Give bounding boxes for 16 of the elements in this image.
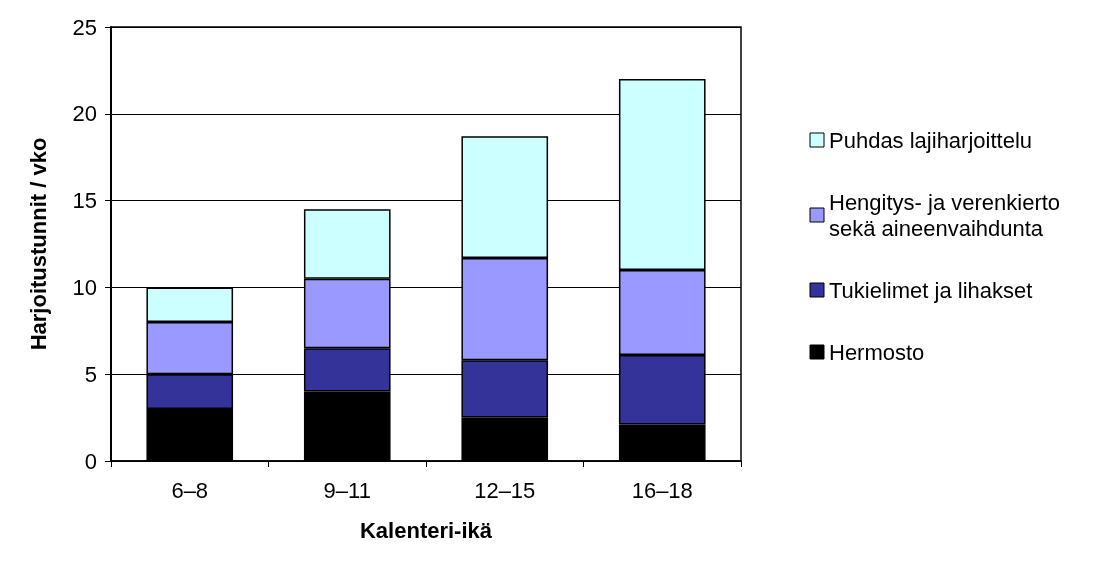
y-tick-label: 10 [72, 274, 97, 300]
legend-label: Tukielimet ja lihakset [829, 277, 1033, 303]
x-tick-label: 12–15 [474, 477, 536, 503]
y-tick-label: 25 [72, 14, 97, 40]
y-tick-label: 5 [84, 361, 97, 387]
legend-label: Hermosto [829, 339, 925, 365]
legend-label: Hengitys- ja verenkierto sekä aineenvaihdunta [829, 189, 1067, 241]
legend-label: Puhdas lajiharjoittelu [829, 127, 1033, 153]
y-tick-label: 0 [84, 448, 97, 474]
x-tick-label: 16–18 [631, 477, 693, 503]
y-tick-label: 20 [72, 101, 97, 127]
x-tick-label: 6–8 [171, 477, 209, 503]
x-axis-title: Kalenteri-ikä [359, 517, 493, 543]
x-tick-label: 9–11 [323, 477, 371, 503]
y-tick-label: 15 [72, 188, 97, 214]
y-axis-title: Harjoitustunnit / vko [25, 137, 51, 351]
